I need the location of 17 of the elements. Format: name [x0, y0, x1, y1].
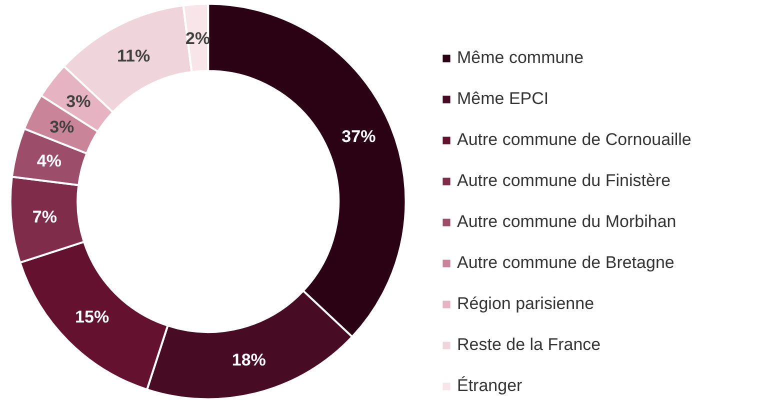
legend-label: Autre commune de Cornouaille: [457, 130, 692, 150]
data-label: 11%: [117, 46, 150, 66]
data-label: 3%: [66, 92, 91, 111]
legend-label: Autre commune du Finistère: [457, 171, 671, 191]
legend-label: Même EPCI: [457, 89, 549, 109]
legend-label: Reste de la France: [457, 335, 601, 355]
legend-label: Autre commune de Bretagne: [457, 253, 674, 273]
legend-label: Région parisienne: [457, 294, 594, 314]
data-label: 18%: [232, 350, 266, 370]
data-label: 15%: [75, 308, 110, 327]
data-label: 37%: [342, 127, 376, 146]
legend-label: Étranger: [457, 376, 522, 396]
data-label: 7%: [32, 207, 58, 226]
data-label: 4%: [36, 151, 62, 170]
legend-label: Autre commune du Morbihan: [457, 212, 676, 232]
legend-label: Même commune: [457, 48, 584, 68]
data-label: 3%: [50, 118, 74, 137]
